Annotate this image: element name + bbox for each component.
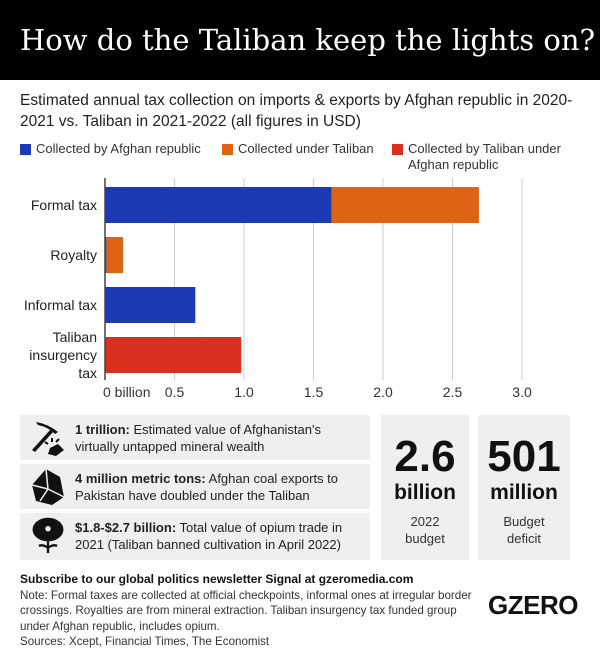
x-tick-label: 3.0	[512, 384, 532, 400]
x-tick-label: 1.0	[234, 384, 254, 400]
stat-label: Budget deficit	[503, 514, 545, 546]
legend-label: Collected under Taliban	[238, 141, 374, 156]
bar-collected-by-afghan-republic	[105, 187, 332, 223]
stat-label: 2022 budget	[405, 514, 445, 546]
subtitle: Estimated annual tax collection on impor…	[20, 92, 573, 130]
x-tick-label: 1.5	[304, 384, 324, 400]
bar-chart: 0 billion 0.5 1.0 1.5 2.0 2.5 3.0 Formal tax Roy…	[24, 178, 532, 400]
stat-number: 501	[487, 432, 561, 481]
stat-card-budget: 2.6 billion 2022 budget	[381, 415, 469, 560]
fact-text: 1 trillion: Estimated value of Afghanist…	[75, 422, 321, 454]
footer-sources: Sources: Xcept, Financial Times, The Eco…	[20, 635, 270, 648]
bar-collected-under-taliban	[331, 187, 479, 223]
legend-item-republic: Collected by Afghan republic	[20, 141, 201, 157]
x-tick-label: 2.0	[373, 384, 393, 400]
fact-text: 4 million metric tons: Afghan coal expor…	[75, 471, 339, 503]
bar-collected-by-afghan-republic	[105, 287, 196, 323]
y-category-label: insurgency	[29, 347, 97, 363]
x-tick-label: 2.5	[443, 384, 463, 400]
bar-collected-under-taliban	[106, 237, 124, 273]
legend-label: Collected by Afghan republic	[36, 141, 201, 156]
bar-collected-by-taliban-under-afghan-republic	[105, 337, 242, 373]
poppy-icon	[32, 517, 64, 554]
stat-unit: billion	[394, 481, 456, 504]
x-tick-label: 0.5	[165, 384, 185, 400]
y-category-label: tax	[78, 365, 97, 381]
fact-card: 1 trillion: Estimated value of Afghanist…	[20, 415, 370, 460]
subscribe-link[interactable]: Subscribe to our global politics newslet…	[20, 572, 414, 586]
y-category-label: Formal tax	[31, 197, 97, 213]
footer-note: Note: Formal taxes are collected at offi…	[20, 588, 472, 633]
stat-card-deficit: 501 million Budget deficit	[478, 415, 570, 560]
footer: Subscribe to our global politics newslet…	[20, 572, 480, 650]
stat-unit: million	[490, 481, 558, 504]
y-category-label: Taliban	[53, 329, 97, 345]
coal-icon	[31, 468, 65, 505]
legend-swatch	[222, 144, 233, 155]
y-category-label: Royalty	[50, 247, 97, 263]
x-tick-label: 0 billion	[103, 384, 150, 400]
y-category-label: Informal tax	[24, 297, 97, 313]
stat-number: 2.6	[394, 432, 456, 481]
legend-label: Collected by Taliban under Afghan republ…	[408, 141, 561, 172]
fact-text: $1.8-$2.7 billion: Total value of opium …	[75, 520, 343, 552]
legend-swatch	[392, 144, 403, 155]
legend-item-insurgency: Collected by Taliban under Afghan republ…	[392, 141, 592, 173]
gzero-logo: GZERO	[488, 590, 578, 620]
fact-card: $1.8-$2.7 billion: Total value of opium …	[20, 513, 370, 560]
fact-card: 4 million metric tons: Afghan coal expor…	[20, 464, 370, 509]
legend-swatch	[20, 144, 31, 155]
pickaxe-icon	[32, 422, 64, 456]
page-title: How do the Taliban keep the lights on?	[0, 0, 600, 80]
legend-item-taliban: Collected under Taliban	[222, 141, 374, 157]
